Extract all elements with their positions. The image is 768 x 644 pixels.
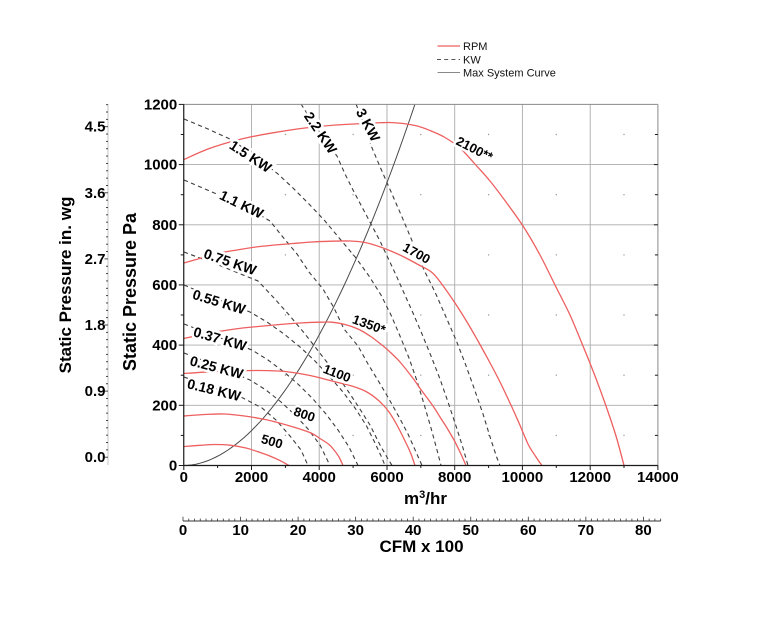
svg-text:0: 0 xyxy=(179,522,187,539)
svg-text:10: 10 xyxy=(232,522,249,539)
svg-text:6000: 6000 xyxy=(370,469,403,486)
svg-text:800: 800 xyxy=(152,217,177,234)
svg-text:1000: 1000 xyxy=(144,157,177,174)
svg-text:8000: 8000 xyxy=(438,469,471,486)
svg-text:CFM x 100: CFM x 100 xyxy=(379,537,463,556)
svg-text:60: 60 xyxy=(520,522,537,539)
svg-text:Max System Curve: Max System Curve xyxy=(463,68,556,80)
svg-text:200: 200 xyxy=(152,397,177,414)
svg-text:4000: 4000 xyxy=(303,469,336,486)
svg-text:40: 40 xyxy=(405,522,422,539)
svg-text:0.9: 0.9 xyxy=(85,383,106,400)
svg-text:0: 0 xyxy=(180,469,188,486)
svg-text:400: 400 xyxy=(152,337,177,354)
svg-text:4.5: 4.5 xyxy=(85,119,106,136)
svg-text:2000: 2000 xyxy=(235,469,268,486)
svg-text:Static Pressure Pa: Static Pressure Pa xyxy=(120,212,140,371)
svg-text:2.7: 2.7 xyxy=(85,251,106,268)
svg-text:14000: 14000 xyxy=(637,469,679,486)
svg-text:600: 600 xyxy=(152,277,177,294)
svg-text:30: 30 xyxy=(347,522,364,539)
svg-text:1.8: 1.8 xyxy=(85,317,106,334)
svg-text:Static Pressure in. wg: Static Pressure in. wg xyxy=(56,197,75,374)
svg-text:KW: KW xyxy=(463,55,481,67)
svg-text:80: 80 xyxy=(635,522,652,539)
svg-text:RPM: RPM xyxy=(463,41,487,53)
svg-text:50: 50 xyxy=(462,522,479,539)
svg-text:0: 0 xyxy=(169,458,177,475)
svg-text:70: 70 xyxy=(577,522,594,539)
svg-text:10000: 10000 xyxy=(502,469,544,486)
svg-text:20: 20 xyxy=(290,522,307,539)
svg-text:0.0: 0.0 xyxy=(85,449,106,466)
svg-text:m3/hr: m3/hr xyxy=(404,489,447,508)
svg-text:12000: 12000 xyxy=(569,469,611,486)
svg-text:1200: 1200 xyxy=(144,96,177,113)
svg-text:3.6: 3.6 xyxy=(85,185,106,202)
